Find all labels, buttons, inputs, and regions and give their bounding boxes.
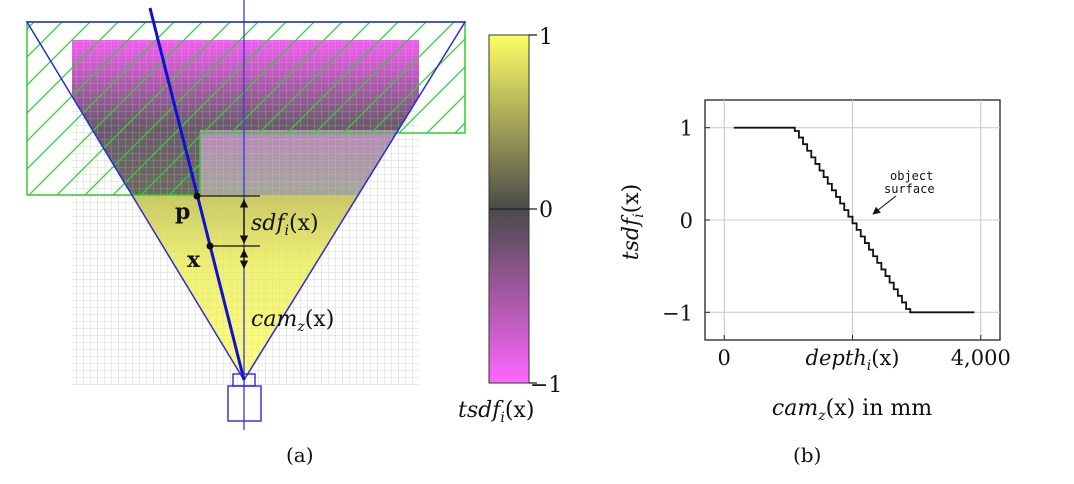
x-tick-label: 0 [718,346,731,370]
y-tick-label: 1 [680,117,693,141]
colorbar-max-label: 1 [539,25,553,50]
x-tick-label: depthi(x) [806,346,900,374]
colorbar: 1 0 −1 tsdfi(x) [458,25,562,426]
label-x: x [187,247,201,273]
label-p: p [175,199,190,225]
x-axis-title: camz(x) in mm [772,396,932,424]
colorbar-title: tsdfi(x) [458,398,534,426]
voxel-point-x [206,242,214,250]
camera-frustum [25,21,467,382]
label-cam: camz(x) [251,307,334,335]
figure-a: p x sdfi(x) camz(x) (a) [25,0,467,467]
annotation-arrow [872,195,897,215]
x-tick-label: 4,000 [951,346,1011,370]
annotation-surface: surface [884,182,935,196]
axis-ticks: 0 depthi(x) 4,000 1 0 −1 [662,117,1011,374]
annotation-object: object [890,169,933,183]
y-tick-label: −1 [662,301,693,325]
sdf-dimension [197,195,260,269]
colorbar-min-label: −1 [530,373,562,398]
label-sdf: sdfi(x) [251,211,319,239]
caption-b: (b) [793,443,821,467]
caption-a: (a) [286,443,314,467]
colorbar-mid-label: 0 [539,198,553,223]
y-tick-label: 0 [680,209,693,233]
y-axis-title: tsdfi(x) [619,184,647,260]
surface-point-p [193,192,201,200]
figure-b-chart: 0 depthi(x) 4,000 1 0 −1 object surface tsdfi… [619,99,1011,467]
tsdf-step-line [733,126,975,314]
tsdf-series [733,126,975,314]
camera-body-icon [227,385,262,422]
